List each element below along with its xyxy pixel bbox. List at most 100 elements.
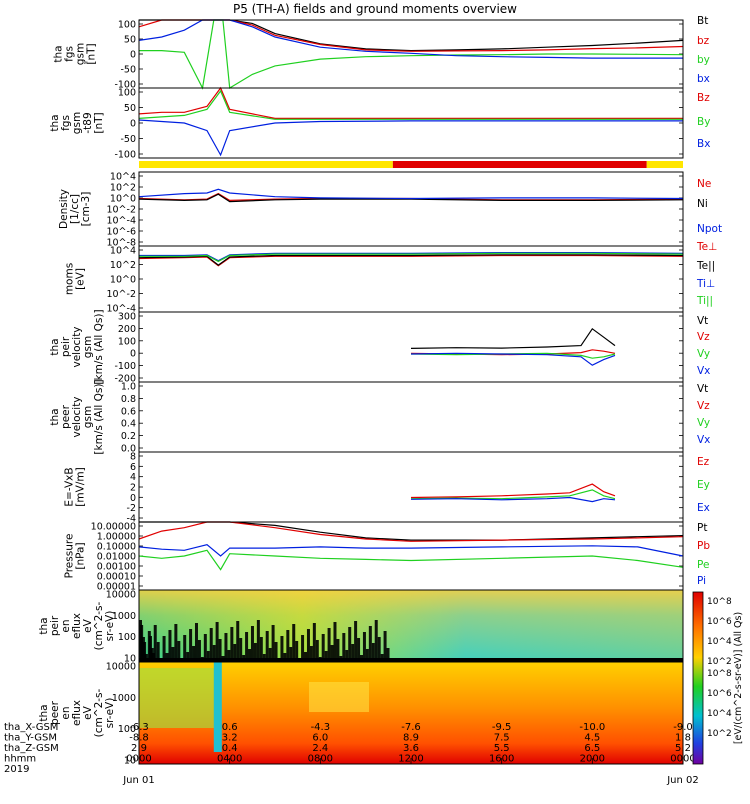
series-line-Bx [138, 119, 683, 157]
spectrogram-gap [206, 651, 210, 662]
spectrogram-gap [351, 644, 355, 662]
ytick-label: 0 [130, 493, 136, 504]
ytick-label: 10^-6 [106, 227, 136, 238]
ylabel-line: fgs [60, 115, 72, 131]
x-axis-value: 7.5 [494, 733, 510, 744]
colorbar-tick: 10^6 [707, 689, 732, 699]
colorbar-tick: 10^8 [707, 597, 732, 607]
spectrogram-gap [245, 632, 249, 662]
series-line-bx [138, 19, 683, 59]
legend-entry: Bt [697, 15, 708, 27]
ylabel-line: -t89 [82, 112, 94, 133]
x-axis-value: 0.6 [222, 722, 238, 733]
spectrogram-gap [233, 644, 237, 662]
ytick-label: 1.0 [121, 382, 136, 393]
ylabel-line: eflux [71, 700, 83, 726]
panel-peer_velocity: tha peer velocity gsm [km/s (All Qs)] 1.00.80… [49, 379, 710, 454]
ylabel-line: [cm-3] [80, 192, 92, 227]
ytick-label: 10.00000 [91, 522, 136, 533]
spectrogram-gap [342, 633, 346, 662]
spectrogram-gap [289, 647, 293, 662]
mode-bar [139, 161, 683, 168]
ylabel-line: peer [49, 700, 61, 725]
legend-entry: Ne [697, 178, 711, 190]
x-axis-value: 2.9 [131, 743, 147, 754]
ytick-label: 100 [118, 20, 136, 31]
legend-entry: Vt [697, 383, 708, 395]
ytick-label: 6 [130, 462, 136, 473]
colorbar-label: [eV/(cm^2-s-sr-eV)] (All Qs) [733, 612, 744, 744]
x-axis-value: 2.4 [312, 743, 328, 754]
x-axis-value: 0.4 [222, 743, 238, 754]
ytick-label: -4 [127, 514, 136, 525]
ytick-label: 10^2 [110, 183, 136, 194]
spectrogram-gap [286, 630, 290, 662]
ylabel-line: tha [53, 45, 65, 62]
legend-entry: Vt [697, 315, 708, 327]
legend-entry: Ti⊥ [696, 278, 715, 290]
ytick-label: 10000 [106, 662, 136, 673]
spectrogram-gap [224, 633, 228, 662]
legend-entry: Npot [697, 223, 722, 235]
legend-entry: bz [697, 35, 710, 47]
ytick-label: 10^-4 [106, 304, 136, 315]
x-axis-value: 1.8 [675, 733, 691, 744]
colorbar-tick: 10^2 [707, 657, 732, 667]
spectrogram-gap [362, 632, 366, 662]
ytick-label: 0.4 [121, 419, 136, 430]
ytick-label: -50 [120, 134, 136, 145]
spectrogram-patch [139, 668, 219, 728]
x-axis-row-label: tha_X-GSM [4, 722, 58, 733]
spectrogram-gap [292, 624, 296, 662]
spectrogram-gap [148, 636, 152, 662]
legend-entry: bx [697, 73, 710, 85]
colorbar-tick: 10^6 [707, 617, 732, 627]
x-axis-value: 4.5 [584, 733, 600, 744]
legend-entry: Pi [697, 575, 706, 587]
x-axis-value: 6.5 [584, 743, 600, 754]
panel-frame [138, 311, 684, 383]
ytick-label: 10^2 [110, 260, 136, 271]
ylabel-line: gsm [82, 406, 94, 428]
panel-tha_fgs_gsm_-t89: tha fgs gsm -t89 [nT] 100 50 0 -50 -100 Bz By Bx [49, 86, 710, 161]
ylabel-line: tha [49, 408, 61, 425]
plot-title: P5 (TH-A) fields and ground moments over… [233, 2, 517, 16]
mode-bar-slow [139, 161, 393, 168]
series-line-bz [138, 19, 684, 52]
ytick-label: 0.2 [121, 431, 136, 442]
ylabel-line: [nT] [86, 43, 98, 64]
x-axis-value: 6.0 [312, 733, 328, 744]
spectrogram-gap [274, 642, 278, 662]
legend-entry: Pb [697, 540, 710, 552]
x-axis-value: 5.2 [675, 743, 691, 754]
colorbar-tick: 10^4 [707, 637, 732, 647]
legend-entry: Vy [697, 417, 710, 429]
x-axis-value: 5.5 [494, 743, 510, 754]
ytick-label: 0.00010 [97, 572, 136, 583]
ytick-label: 8 [130, 452, 136, 463]
ytick-label: -100 [114, 150, 136, 161]
panel-tha_fgs_gsm: tha fgs gsm [nT] 100 50 0 -50 -100 Bt bz by bx [53, 15, 710, 91]
ylabel-line: fgs [64, 46, 76, 62]
ylabel-line: moms [64, 263, 76, 295]
ylabel-line: eV [82, 705, 94, 719]
legend-entry: Vz [697, 331, 710, 343]
ytick-label: -100 [114, 80, 136, 91]
ytick-label: 0.00001 [97, 582, 136, 593]
ytick-label: 100 [118, 88, 136, 99]
ytick-label: 300 [118, 312, 136, 323]
panel-peer_en_eflux: tha peer en eflux eV (cm^2-s-sr-eV) 10000 1000 1… [38, 661, 732, 767]
ylabel-line: [km/s (All Qs)] [93, 379, 105, 454]
ylabel-line: Pressure [64, 534, 76, 579]
ytick-label: 0.6 [121, 406, 136, 417]
series-line-Ez [410, 483, 616, 499]
spectrogram-gap [368, 626, 372, 662]
spectrogram-gap [256, 620, 260, 662]
ylabel-line: sr-eV) [104, 698, 116, 729]
legend-entry: Te|| [696, 260, 715, 272]
spectrogram-gap [215, 622, 219, 662]
spectrogram-gap [386, 648, 390, 662]
x-axis-value: 3.2 [222, 733, 238, 744]
ytick-label: 10^-4 [106, 216, 136, 227]
series-line-Bz [138, 86, 683, 120]
